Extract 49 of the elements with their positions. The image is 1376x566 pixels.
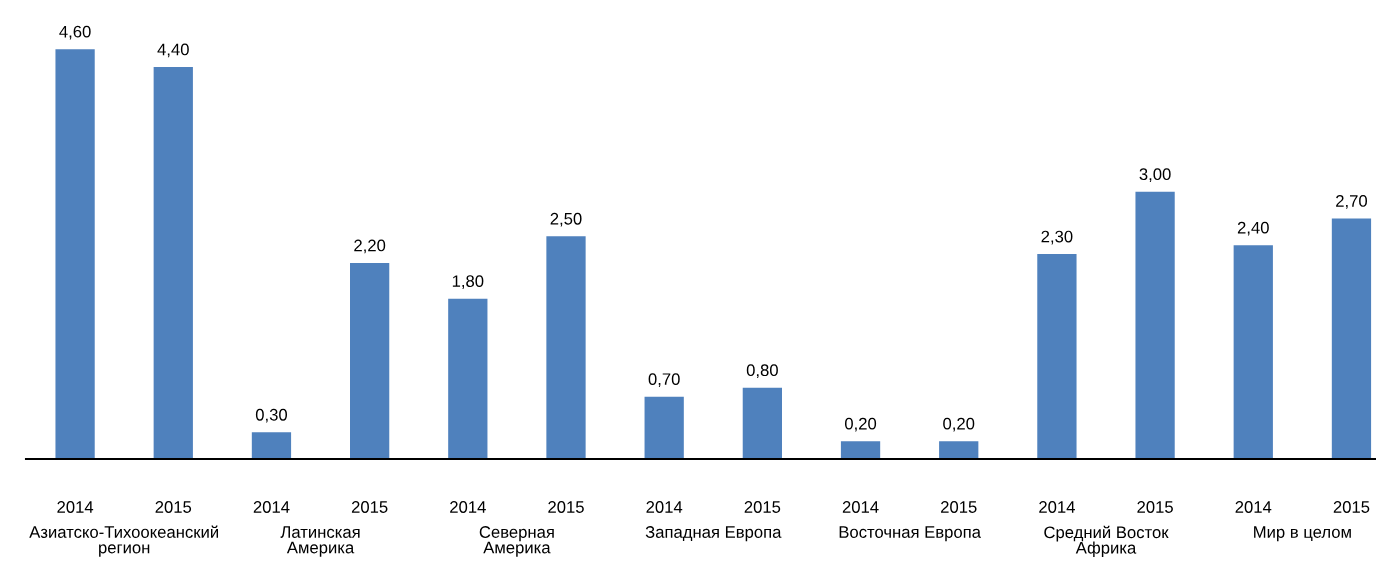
text: Мир в целом	[1254, 526, 1351, 542]
text: Азиатско-Тихоокеанский регион	[29, 525, 219, 557]
data-label: 2,20	[354, 239, 386, 254]
bar	[546, 236, 586, 459]
data-label: 4,40	[157, 43, 189, 58]
x-tick-label: 2014	[1039, 501, 1075, 513]
x-tick-label: 2014	[646, 501, 683, 513]
data-label: 0,70	[648, 373, 680, 387]
data-label: 2,30	[1041, 230, 1073, 245]
x-tick-label: 2014	[253, 501, 290, 513]
bar	[840, 441, 881, 459]
text: Латинская Америка	[280, 526, 360, 557]
text: Восточная Европа	[839, 526, 981, 542]
x-tick-label: 2014	[450, 501, 486, 513]
data-label: 0,20	[943, 417, 975, 432]
data-label: 2,40	[1237, 221, 1269, 236]
bar	[153, 67, 193, 459]
x-tick-label: 2015	[941, 501, 977, 513]
data-label: 2,70	[1336, 195, 1368, 209]
bar	[55, 49, 95, 459]
x-tick-label: 2015	[744, 501, 781, 513]
bar	[448, 298, 488, 459]
bar	[1331, 218, 1372, 459]
x-tick-label: 2014	[57, 501, 94, 513]
data-label: 1,80	[452, 275, 484, 289]
bar	[742, 387, 782, 459]
bar	[1233, 245, 1273, 459]
bar	[939, 441, 979, 459]
x-tick-label: 2014	[1235, 501, 1272, 513]
x-tick-label: 2015	[548, 501, 584, 513]
bar	[644, 396, 684, 459]
data-label: 4,60	[59, 25, 91, 40]
x-tick-label: 2015	[155, 501, 192, 513]
x-tick-label: 2014	[842, 501, 879, 513]
data-label: 0,30	[255, 408, 288, 423]
text: Западная Европа	[645, 526, 782, 542]
x-tick-label: 2015	[1333, 501, 1370, 513]
data-label: 3,00	[1139, 168, 1171, 183]
data-label: 0,80	[746, 364, 778, 379]
x-tick-label: 2015	[351, 501, 388, 513]
data-label: 0,20	[844, 417, 877, 432]
bar	[1037, 254, 1077, 459]
bar	[251, 432, 292, 459]
text: Северная Америка	[479, 526, 554, 557]
bar	[1135, 191, 1175, 459]
data-label: 2,50	[550, 212, 582, 227]
x-tick-label: 2015	[1137, 501, 1173, 513]
text: Средний Восток Африка	[1044, 525, 1169, 558]
bar	[350, 263, 390, 459]
